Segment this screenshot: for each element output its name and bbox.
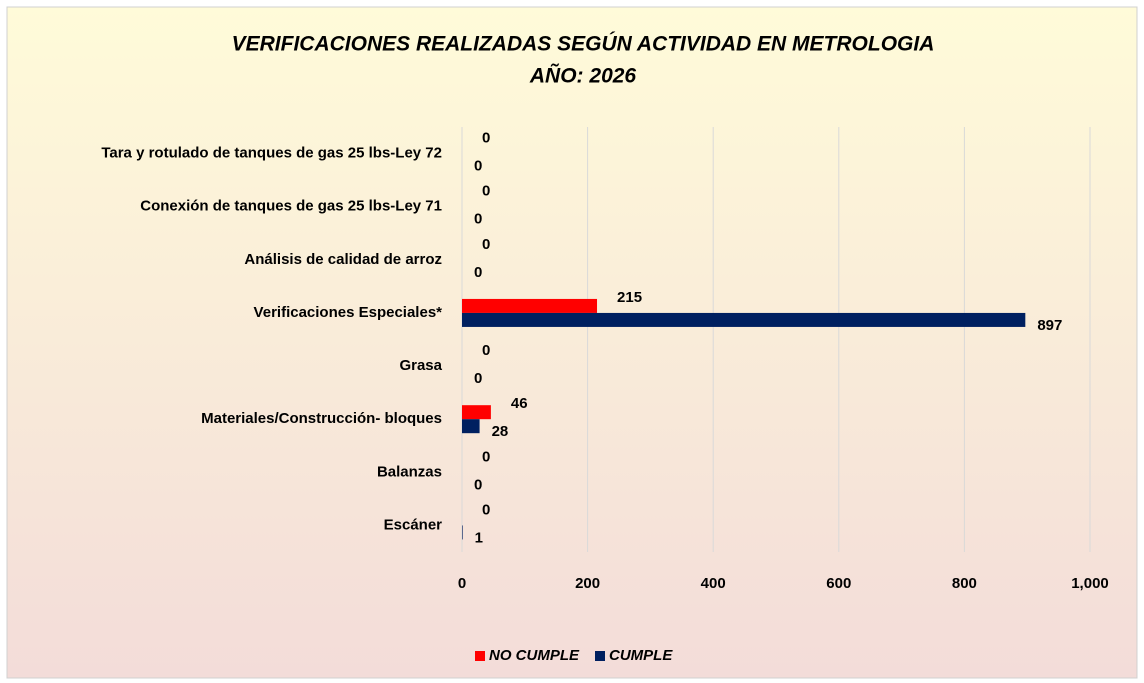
data-label: 0 bbox=[482, 501, 490, 518]
data-label: 46 bbox=[511, 395, 528, 412]
chart-background bbox=[6, 6, 1138, 679]
y-tick-label: Grasa bbox=[399, 357, 442, 374]
y-tick-label: Balanzas bbox=[377, 463, 442, 480]
legend-label: CUMPLE bbox=[609, 647, 673, 664]
x-tick-label: 600 bbox=[826, 575, 851, 592]
data-label: 0 bbox=[482, 130, 490, 147]
data-label: 0 bbox=[482, 342, 490, 359]
data-label: 0 bbox=[482, 236, 490, 253]
y-tick-label: Análisis de calidad de arroz bbox=[244, 251, 442, 268]
y-tick-label: Verificaciones Especiales* bbox=[254, 304, 443, 321]
legend-swatch bbox=[475, 651, 485, 661]
y-tick-label: Escáner bbox=[384, 516, 443, 533]
legend-label: NO CUMPLE bbox=[489, 647, 580, 664]
y-tick-label: Tara y rotulado de tanques de gas 25 lbs… bbox=[101, 145, 442, 162]
data-label: 0 bbox=[474, 264, 482, 281]
x-tick-label: 800 bbox=[952, 575, 977, 592]
data-label: 215 bbox=[617, 289, 642, 306]
bar bbox=[462, 525, 463, 540]
data-label: 897 bbox=[1037, 317, 1062, 334]
bar bbox=[462, 419, 480, 434]
data-label: 0 bbox=[474, 476, 482, 493]
data-label: 0 bbox=[474, 370, 482, 387]
y-tick-label: Materiales/Construcción- bloques bbox=[201, 410, 442, 427]
x-tick-label: 400 bbox=[701, 575, 726, 592]
y-tick-label: Conexión de tanques de gas 25 lbs-Ley 71 bbox=[140, 198, 442, 215]
x-tick-label: 0 bbox=[458, 575, 466, 592]
data-label: 0 bbox=[482, 183, 490, 200]
data-label: 28 bbox=[492, 423, 509, 440]
data-label: 0 bbox=[474, 158, 482, 175]
chart-title: VERIFICACIONES REALIZADAS SEGÚN ACTIVIDA… bbox=[232, 32, 935, 56]
chart-subtitle: AÑO: 2026 bbox=[529, 65, 637, 88]
data-label: 0 bbox=[474, 211, 482, 228]
bar bbox=[462, 405, 491, 420]
legend-swatch bbox=[595, 651, 605, 661]
bar bbox=[462, 312, 1026, 327]
data-label: 1 bbox=[475, 529, 483, 546]
bar bbox=[462, 298, 598, 313]
x-tick-label: 200 bbox=[575, 575, 600, 592]
data-label: 0 bbox=[482, 448, 490, 465]
x-tick-label: 1,000 bbox=[1071, 575, 1109, 592]
